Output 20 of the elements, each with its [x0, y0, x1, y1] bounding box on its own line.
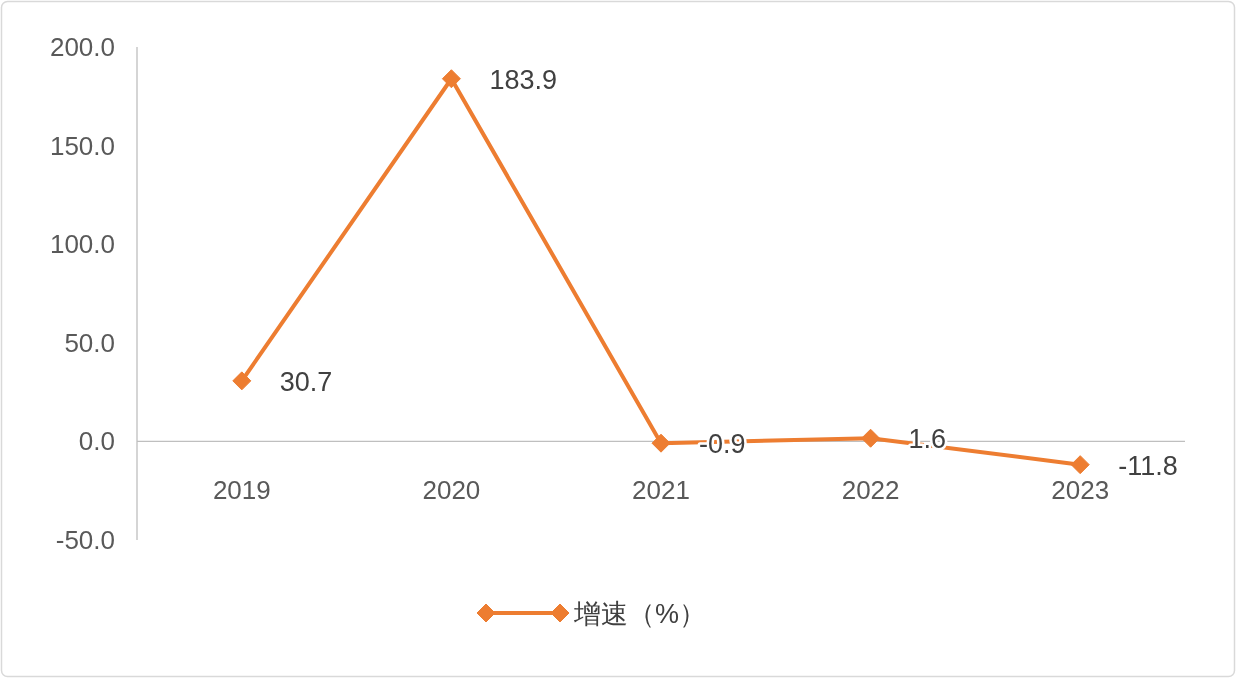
data-label: -11.8: [1118, 450, 1178, 481]
y-tick-label: 100.0: [49, 229, 115, 260]
x-tick-label: 2020: [422, 475, 481, 506]
y-tick-label: -50.0: [55, 525, 115, 555]
y-tick-label: 0.0: [78, 426, 115, 457]
data-label: 30.7: [279, 366, 333, 397]
x-tick-label: 2019: [212, 475, 271, 506]
point: [651, 433, 671, 453]
y-tick-label: 50.0: [64, 327, 115, 358]
x-tick-label: 2021: [632, 475, 690, 506]
data-label: 183.9: [489, 64, 557, 95]
y-tick-label: 200.0: [49, 32, 115, 62]
point: [232, 371, 252, 391]
x-tick-label: 2023: [1051, 475, 1110, 506]
point: [861, 428, 881, 448]
x-tick-label: 2022: [841, 475, 900, 506]
point: [441, 69, 461, 89]
legend-label: 增速（%）: [573, 599, 707, 629]
point: [1070, 455, 1090, 475]
y-tick-label: 150.0: [49, 130, 115, 161]
